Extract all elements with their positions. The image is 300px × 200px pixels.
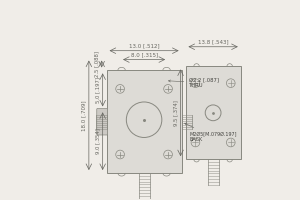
Bar — [185, 66, 241, 159]
Text: Ø2.2 [.087]
THRU: Ø2.2 [.087] THRU — [169, 77, 219, 88]
Text: 2.5 [.088]: 2.5 [.088] — [94, 51, 99, 77]
Text: 5.0 [.197]: 5.0 [.197] — [95, 77, 100, 103]
Text: 8.0 [.315]: 8.0 [.315] — [130, 52, 158, 57]
Bar — [106, 70, 182, 173]
Text: M2Ø5[M.079Ø.197]
BACK: M2Ø5[M.079Ø.197] BACK — [184, 123, 237, 142]
Text: 9.5 [.374]: 9.5 [.374] — [173, 100, 178, 126]
FancyBboxPatch shape — [97, 108, 108, 135]
Text: 18.0 [.709]: 18.0 [.709] — [82, 100, 86, 131]
Text: 13.0 [.512]: 13.0 [.512] — [129, 43, 159, 48]
Text: 9.0 [.354]: 9.0 [.354] — [95, 128, 100, 154]
Text: 13.8 [.543]: 13.8 [.543] — [198, 39, 228, 44]
FancyBboxPatch shape — [189, 108, 200, 135]
